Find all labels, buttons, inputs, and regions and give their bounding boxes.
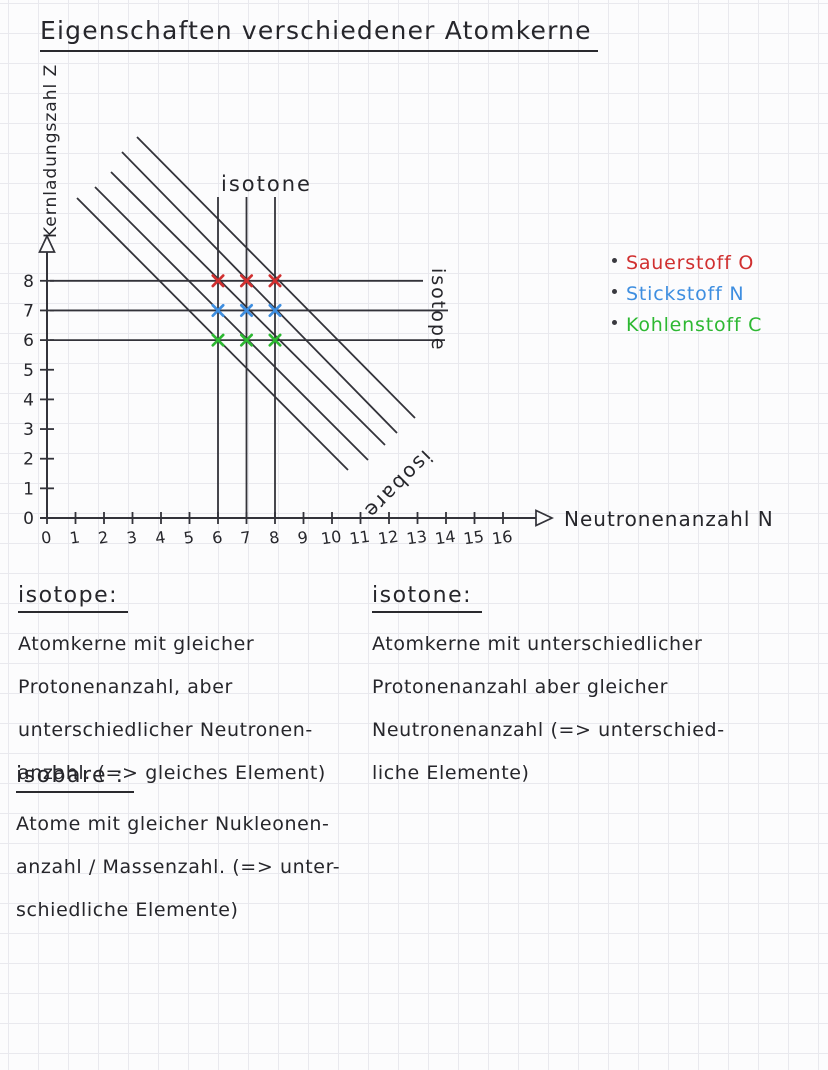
isotope-label: isotope [427, 268, 449, 352]
legend-bullet-icon [612, 258, 617, 263]
svg-text:13: 13 [405, 527, 428, 549]
svg-text:16: 16 [491, 527, 514, 549]
legend-item: Sauerstoff O [612, 252, 762, 274]
y-ticks: 0 1 2 3 4 5 6 7 8 [23, 272, 54, 529]
svg-text:5: 5 [182, 527, 195, 547]
svg-text:14: 14 [434, 527, 457, 549]
svg-text:4: 4 [23, 390, 34, 410]
note-line: anzahl / Massenzahl. (=> unter- [16, 856, 341, 878]
note-line: Protonenanzahl, aber [18, 676, 233, 698]
note-line: Protonenanzahl aber gleicher [372, 676, 668, 698]
legend-item: Kohlenstoff C [612, 314, 762, 336]
svg-text:3: 3 [125, 527, 138, 547]
note-body-isotope: Atomkerne mit gleicher Protonenanzahl, ab… [18, 623, 378, 795]
svg-text:10: 10 [320, 527, 343, 549]
svg-text:12: 12 [377, 527, 400, 549]
x-axis-arrow-icon [535, 509, 555, 527]
legend-label: Stickstoff N [626, 283, 745, 305]
svg-text:7: 7 [239, 527, 252, 547]
data-marks-C [211, 333, 282, 347]
nuclide-chart: 0 1 2 3 4 5 6 7 8 9 10 11 12 13 14 15 16012345678Neutron… [23, 64, 774, 549]
legend-label: Kohlenstoff C [626, 314, 763, 336]
note-section-isotone: isotone: Atomkerne mit unterschiedlicher… [372, 583, 812, 795]
isotope-lines [50, 279, 448, 342]
note-body-isobare: Atome mit gleicher Nukleonen-anzahl / Ma… [16, 803, 416, 932]
svg-text:4: 4 [154, 527, 167, 547]
note-line: liche Elemente) [372, 762, 530, 784]
page-title: Eigenschaften verschiedener Atomkerne [40, 16, 598, 52]
y-axis-arrow-icon [38, 233, 56, 253]
note-heading-isotone: isotone: [372, 583, 483, 613]
note-body-isotone: Atomkerne mit unterschiedlicher Protonena… [372, 623, 812, 795]
legend-bullet-icon [612, 320, 617, 325]
svg-text:0: 0 [40, 527, 53, 547]
note-line: schiedliche Elemente) [16, 899, 239, 921]
note-line: Neutronenanzahl (=> unterschied- [372, 719, 725, 741]
data-marks-O [211, 274, 282, 288]
note-section-isobare: isobare : Atome mit gleicher Nukleonen-a… [16, 763, 416, 932]
note-section-isotope: isotope: Atomkerne mit gleicher Protonena… [18, 583, 378, 795]
svg-text:5: 5 [23, 361, 34, 381]
svg-text:3: 3 [23, 420, 34, 440]
legend-bullet-icon [612, 289, 617, 294]
svg-text:0: 0 [23, 509, 34, 529]
note-heading-isobare: isobare : [16, 763, 135, 793]
chart-legend: Sauerstoff O Stickstoff N Kohlenstoff C [612, 252, 762, 336]
svg-text:8: 8 [23, 272, 34, 292]
svg-text:11: 11 [348, 527, 371, 549]
svg-text:6: 6 [23, 331, 34, 351]
svg-text:1: 1 [68, 527, 81, 547]
note-line: Atome mit gleicher Nukleonen- [16, 813, 330, 835]
isotone-lines [217, 197, 276, 518]
note-line: unterschiedlicher Neutronen- [18, 719, 313, 741]
isobare-label: isobare [359, 445, 438, 524]
svg-text:1: 1 [23, 479, 34, 499]
note-line: anzahl. (=> gleiches Element) [18, 762, 326, 784]
svg-text:2: 2 [23, 450, 34, 470]
note-heading-isotope: isotope: [18, 583, 129, 613]
isotone-label: isotone [221, 172, 312, 196]
svg-text:7: 7 [23, 301, 34, 321]
x-axis-label: Neutronenanzahl N [564, 507, 774, 531]
data-marks-N [211, 303, 282, 317]
svg-text:15: 15 [462, 527, 485, 549]
axes [38, 233, 555, 527]
note-line: Atomkerne mit unterschiedlicher [372, 633, 703, 655]
x-ticks: 0 1 2 3 4 5 6 7 8 9 10 11 12 13 14 15 16 [40, 512, 514, 548]
svg-text:8: 8 [268, 527, 281, 547]
axis-labels: Neutronenanzahl N Kernladungszahl Z [41, 64, 774, 531]
svg-text:6: 6 [211, 527, 224, 547]
legend-label: Sauerstoff O [626, 252, 755, 274]
y-axis-label: Kernladungszahl Z [41, 64, 61, 238]
svg-text:2: 2 [97, 527, 110, 547]
svg-text:9: 9 [296, 527, 309, 547]
note-line: Atomkerne mit gleicher [18, 633, 255, 655]
legend-item: Stickstoff N [612, 283, 762, 305]
